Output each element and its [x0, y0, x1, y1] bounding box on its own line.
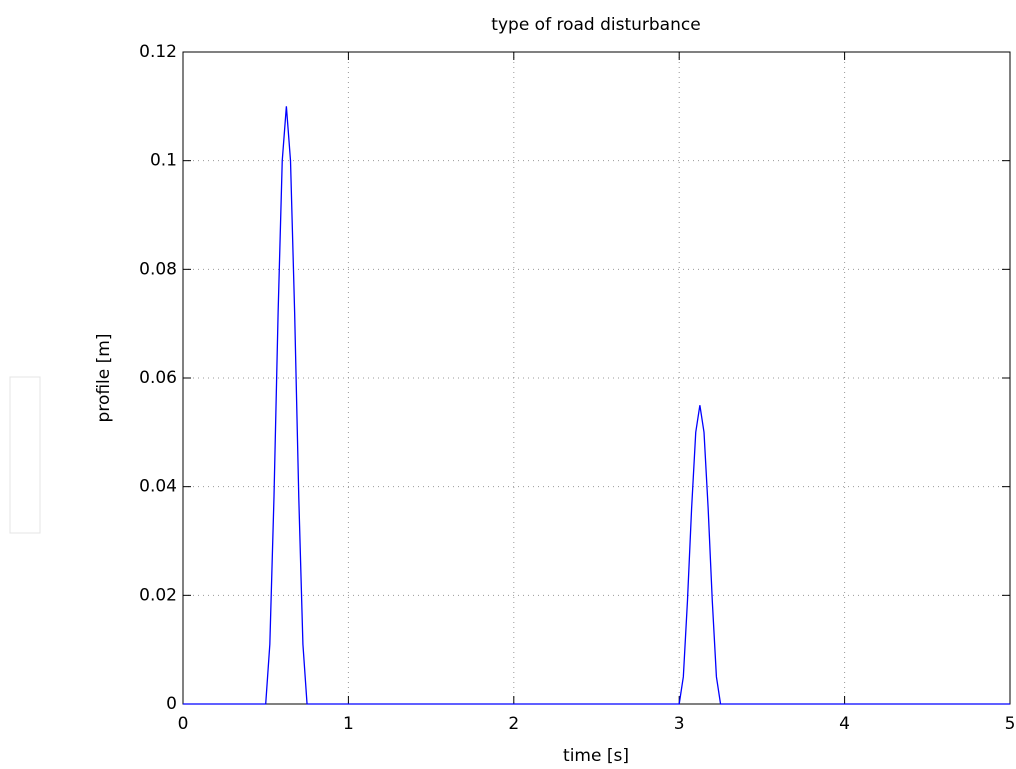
- y-tick-label: 0: [166, 694, 177, 714]
- y-tick-label: 0.08: [139, 259, 177, 279]
- side-panel: [9, 376, 41, 534]
- x-tick-label: 5: [1005, 714, 1016, 734]
- x-tick-label: 1: [343, 714, 354, 734]
- x-tick-label: 4: [839, 714, 850, 734]
- chart-title: type of road disturbance: [491, 15, 700, 35]
- y-tick-label: 0.12: [139, 42, 177, 62]
- y-tick-label: 0.04: [139, 477, 177, 497]
- x-tick-label: 2: [508, 714, 519, 734]
- y-tick-label: 0.1: [150, 151, 177, 171]
- data-line: [183, 106, 1010, 705]
- x-tick-label: 0: [178, 714, 189, 734]
- y-axis-label: profile [m]: [94, 334, 114, 423]
- y-tick-label: 0.02: [139, 585, 177, 605]
- y-tick-label: 0.06: [139, 368, 177, 388]
- x-axis-label: time [s]: [563, 746, 629, 766]
- x-tick-label: 3: [674, 714, 685, 734]
- plot-frame: [182, 51, 1011, 705]
